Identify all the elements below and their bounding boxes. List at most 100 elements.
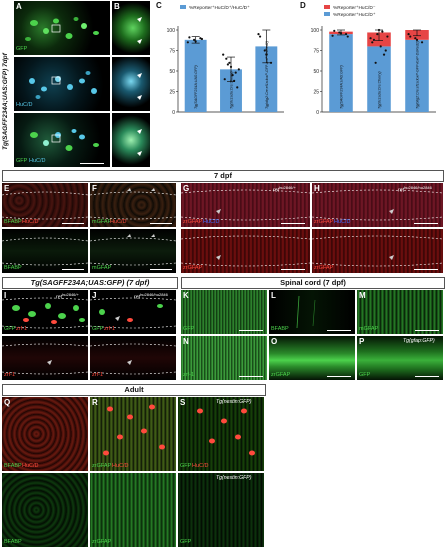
panel-k-scalebar — [239, 330, 263, 331]
panel-a-merge: GFP HuC/D — [14, 113, 110, 167]
section-header-7dpf: 7 dpf — [2, 170, 444, 182]
panel-f-bottom-outline — [90, 234, 176, 266]
data-point — [226, 63, 229, 66]
bar — [220, 69, 242, 112]
data-point — [200, 37, 204, 41]
panel-m-scalebar — [415, 330, 439, 331]
data-point — [194, 40, 197, 43]
panel-s-bottom: Tg(nestin:GFP) GFP — [178, 473, 264, 547]
legend-label: %Reporter⁺HuC/D⁻ — [333, 5, 376, 11]
data-point — [346, 35, 349, 38]
panel-g-bottom: zrGFAP — [181, 229, 310, 273]
panel-b-merge-arrows — [137, 129, 142, 156]
y-tick-label: 0 — [316, 110, 319, 116]
panel-g-top: G rethu2846/+ zrGFAP HuC/D — [181, 183, 310, 227]
panel-n-letter: N — [183, 337, 189, 346]
data-point — [420, 41, 424, 44]
panel-a-scalebar — [80, 163, 104, 164]
panel-i-top: I rethu2846/+ GFP zrf-1 — [2, 290, 88, 334]
panel-e-top: E BFABP HuC/D — [2, 183, 88, 227]
data-point — [237, 68, 240, 71]
panel-j-top-cells — [90, 297, 176, 329]
panel-q-letter: Q — [4, 398, 11, 407]
panel-q-top-b: HuC/D — [22, 463, 39, 469]
panel-g-top-outline — [181, 189, 310, 221]
y-tick-label: 75 — [313, 49, 319, 55]
panel-q-top: Q BFABP HuC/D — [2, 397, 88, 471]
panel-g-top-b: HuC/D — [203, 219, 220, 225]
panel-g-bottom-outline — [181, 235, 310, 267]
section-header-i: Tg(SAGFF234A;UAS:GFP) (7 dpf) — [2, 277, 178, 289]
panel-i-top-cells — [2, 297, 88, 329]
data-point — [386, 35, 389, 38]
panel-f-letter: F — [92, 184, 97, 193]
panel-r-top-b: HuC/D — [112, 463, 129, 469]
data-point — [225, 57, 228, 60]
panel-h-genotype: rethu2846/hu2846 — [398, 185, 432, 194]
panel-j-letter: J — [92, 291, 97, 300]
panel-n-scalebar — [239, 376, 263, 377]
panel-e-letter: E — [4, 184, 10, 193]
panel-e-top-outline — [2, 191, 88, 220]
panel-h-letter: H — [314, 184, 320, 193]
panel-l-letter: L — [271, 291, 276, 300]
data-point — [223, 78, 226, 81]
panel-a-hucd: HuC/D — [14, 57, 110, 111]
data-point — [377, 28, 381, 32]
panel-q-bottom: BFABP — [4, 539, 22, 545]
panel-f-top-b: HuC/D — [110, 219, 127, 225]
panel-h-top-b: HuC/D — [334, 219, 351, 225]
panel-a-gfp-cells — [25, 17, 99, 41]
section-header-spinal: Spinal cord (7 dpf) — [181, 277, 445, 289]
data-point — [258, 35, 262, 38]
bar — [405, 39, 429, 113]
data-point — [333, 29, 336, 32]
panel-q-top-a: BFABP — [4, 463, 22, 469]
panel-p-letter: P — [359, 337, 365, 346]
panel-f-top-outline — [90, 188, 176, 220]
panel-e-bottom: BFABP — [2, 229, 88, 273]
panel-g-bottom-scalebar — [281, 269, 305, 270]
panel-i-letter: I — [4, 291, 7, 300]
panel-j-bottom: zrf-1 — [90, 336, 176, 380]
panel-l-fibers — [296, 295, 316, 329]
panel-h-top-outline — [312, 189, 443, 221]
panel-i-bottom: zrf-1 — [2, 336, 88, 380]
panel-f-scalebar — [150, 223, 172, 224]
data-point — [222, 53, 225, 56]
panel-a-ch1: GFP — [16, 46, 28, 52]
panel-k-label: GFP — [183, 326, 195, 332]
bar — [184, 39, 207, 113]
panel-f-bottom: mGFAP — [90, 229, 176, 273]
data-point — [369, 37, 372, 40]
y-tick-label: 25 — [313, 90, 319, 96]
panel-p-scalebar — [415, 376, 439, 377]
panel-h-bottom: zrGFAP — [314, 265, 334, 271]
x-category-label: Tg(olig2:Cre;ef1a:loxP-GFP-loxP-DsRed2) — [265, 41, 269, 109]
y-tick-label: 50 — [169, 69, 175, 75]
panel-b-gfp-arrows — [137, 17, 142, 44]
panel-j-top: J rethu2846/hu2846 GFP zrf-1 — [90, 290, 176, 334]
panel-o-scalebar — [327, 376, 351, 377]
panel-e-bottom-outline — [2, 237, 88, 266]
panel-j-top-a: GFP — [92, 326, 104, 332]
panel-o-letter: O — [271, 337, 278, 346]
x-category-label: Tg(olig2:Cre;ef1a:loxP-GFP-loxP-DsRed2) — [416, 41, 420, 109]
panel-h-scalebar — [414, 223, 438, 224]
legend-swatch — [324, 5, 330, 9]
data-point — [414, 37, 417, 40]
panel-h-bottom-outline — [312, 235, 443, 267]
x-category-label: Tg(SAGFF234A;UAS:GFP) — [194, 65, 198, 109]
panel-o: O zrGFAP — [269, 336, 355, 380]
panel-s-letter: S — [180, 398, 186, 407]
data-point — [228, 61, 231, 64]
panel-b-hucd-arrows — [137, 73, 142, 100]
bar — [329, 34, 353, 112]
panel-s-top: S Tg(nestin:GFP) GFP HuC/D — [178, 397, 264, 471]
panel-g-genotype: rethu2846/+ — [273, 185, 296, 194]
panel-e-bottom-scalebar — [62, 269, 84, 270]
panel-a-hucd-cells — [29, 71, 97, 99]
panel-r-letter: R — [92, 398, 98, 407]
panel-m: M mGFAP — [357, 290, 443, 334]
panel-g-scalebar — [281, 223, 305, 224]
